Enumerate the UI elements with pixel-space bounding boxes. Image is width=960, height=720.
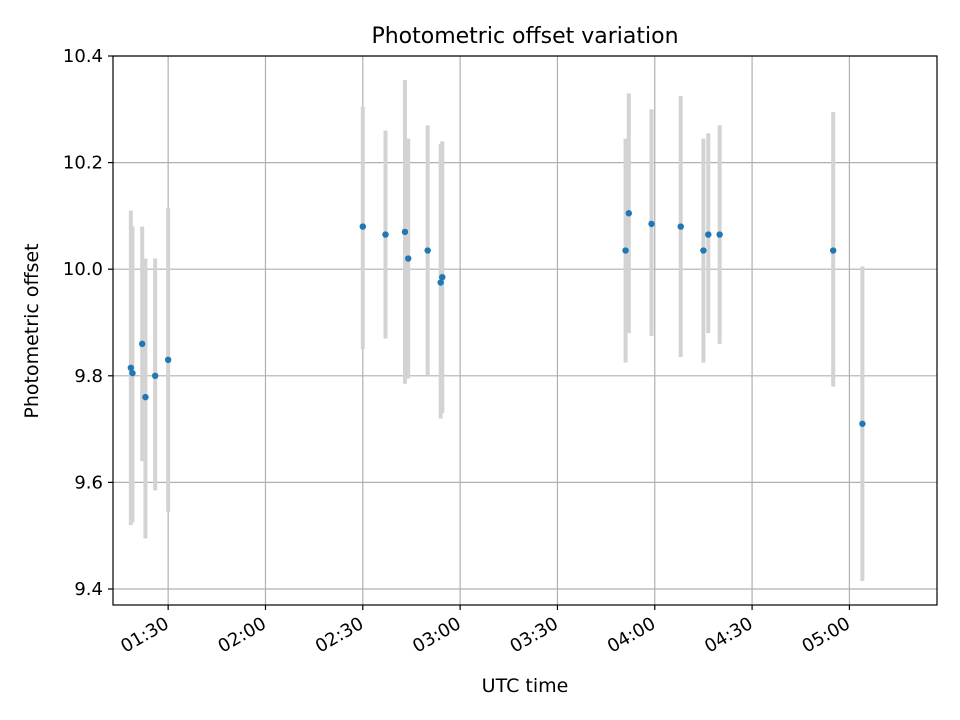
data-point <box>622 247 629 254</box>
data-point <box>401 228 409 236</box>
data-point <box>625 210 633 217</box>
data-point <box>705 231 712 238</box>
data-points <box>127 210 866 427</box>
data-point <box>129 369 136 377</box>
x-axis-label: UTC time <box>482 675 569 697</box>
y-tick-label: 9.8 <box>74 366 103 387</box>
data-point <box>382 231 389 238</box>
data-point <box>859 420 866 427</box>
data-point <box>138 340 146 348</box>
data-point <box>439 273 446 281</box>
chart-title: Photometric offset variation <box>371 24 678 49</box>
y-tick-label: 10.4 <box>63 46 103 67</box>
y-tick-label: 10.0 <box>63 259 103 280</box>
y-tick-label: 9.6 <box>74 472 103 493</box>
plot-area-frame <box>112 55 938 606</box>
data-point <box>700 247 707 254</box>
data-point <box>677 223 684 230</box>
y-tick-label: 10.2 <box>63 153 103 174</box>
data-point <box>648 220 655 228</box>
data-point <box>829 247 837 254</box>
data-point <box>164 356 172 364</box>
data-point <box>405 255 412 262</box>
data-point <box>437 279 444 286</box>
data-point <box>424 247 431 254</box>
data-point <box>142 393 149 401</box>
data-point <box>127 364 135 372</box>
y-axis-ticks: 9.4 9.6 9.8 10.0 10.2 10.4 <box>63 46 113 600</box>
data-point <box>716 231 723 238</box>
data-point <box>151 372 159 380</box>
y-tick-label: 9.4 <box>74 579 103 600</box>
data-point <box>359 223 366 230</box>
y-axis-label: Photometric offset <box>21 243 43 418</box>
